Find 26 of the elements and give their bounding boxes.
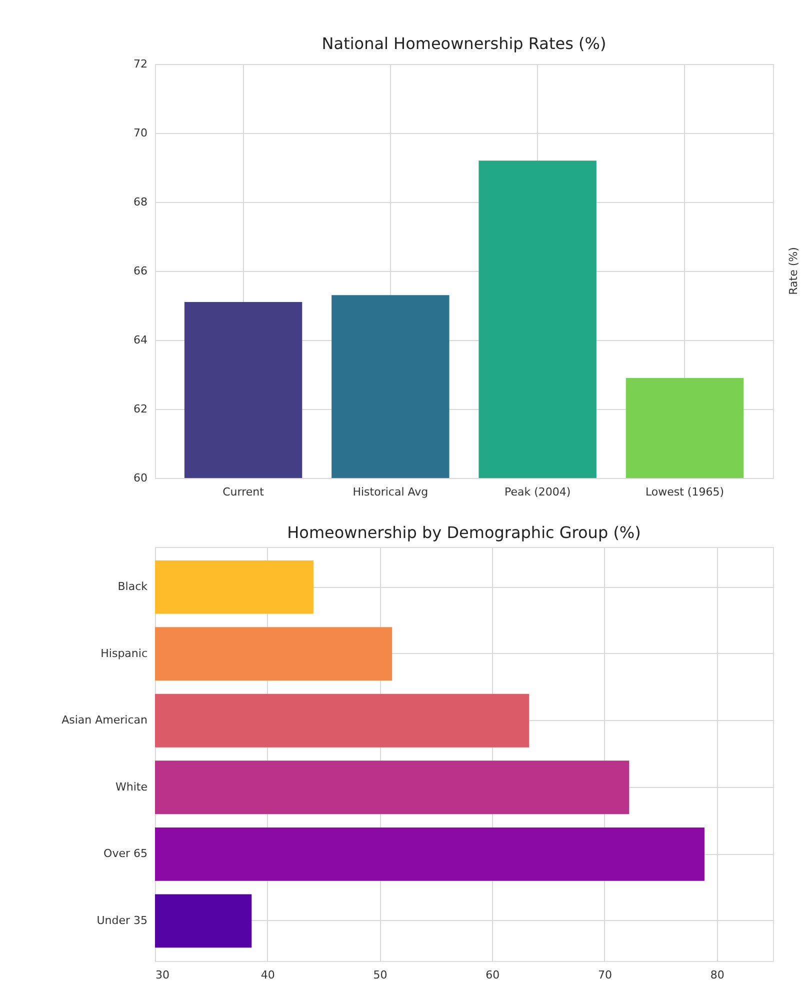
y-tick-label: 66: [134, 264, 148, 278]
x-tick-label: 60: [486, 968, 500, 982]
y-tick-label: Black: [118, 580, 148, 594]
x-tick-label: 70: [598, 968, 612, 982]
y-tick-label: Over 65: [104, 847, 148, 860]
x-tick-label: Historical Avg: [352, 486, 428, 498]
y-tick-label: 72: [134, 58, 148, 70]
chart-title: National Homeownership Rates (%): [322, 34, 606, 53]
x-tick-label: 30: [156, 968, 170, 982]
x-tick-label: Current: [222, 486, 265, 498]
x-tick-label: Lowest (1965): [645, 486, 724, 498]
y-tick-label: 68: [134, 196, 148, 208]
chart-title: Homeownership by Demographic Group (%): [287, 523, 641, 542]
y-axis-title: Rate (%): [787, 247, 800, 295]
x-tick-label: 80: [710, 968, 724, 982]
y-tick-label: Under 35: [96, 914, 148, 927]
x-tick-label: 40: [260, 968, 275, 982]
y-tick-label: Hispanic: [100, 646, 148, 660]
y-tick-label: 70: [134, 126, 148, 140]
y-tick-label: White: [116, 780, 148, 794]
x-tick-label: Peak (2004): [504, 486, 571, 498]
x-tick-label: 50: [373, 968, 388, 982]
y-tick-label: Asian American: [62, 714, 148, 727]
y-tick-label: 60: [134, 472, 148, 484]
y-tick-label: 62: [134, 402, 148, 416]
y-tick-label: 64: [134, 334, 148, 346]
